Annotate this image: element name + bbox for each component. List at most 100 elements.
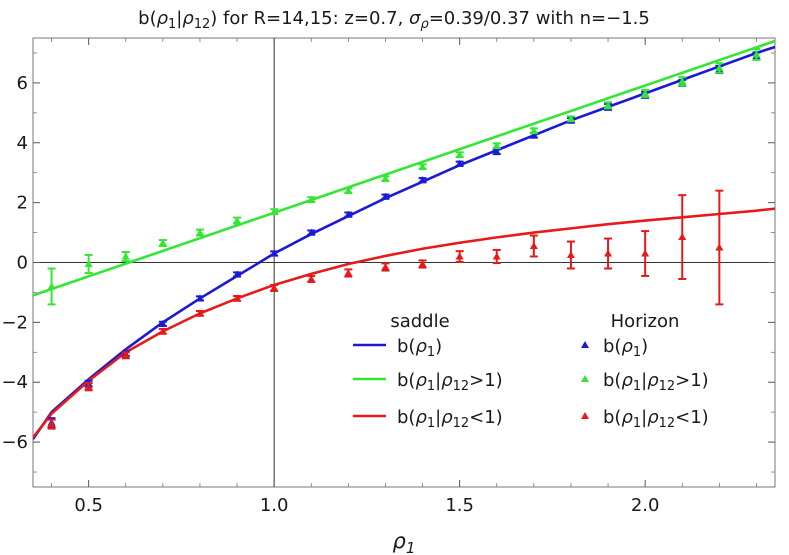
series-2-point [307,274,316,282]
chart-title-part: ρ [157,8,169,29]
chart-title-part: | [176,8,182,29]
chart-title-part: σ [409,8,421,29]
series-2-point [121,351,130,359]
legend-saddle-label-part: ρ [415,336,427,357]
chart-title-part: 12 [194,17,210,32]
legend-saddle-label-part: ρ [415,370,427,391]
y-tick-label: −6 [1,432,28,453]
x-axis-label: ρ1 [393,529,416,555]
chart-title-part: 1 [168,17,176,32]
y-tick-label: 0 [17,253,28,274]
series-1-point [752,50,761,58]
legend-horizon-label-part: 1 [633,416,641,431]
series-1-point [492,141,501,149]
legend-horizon-label: b(ρ1|ρ12<1) [603,407,709,431]
chart-title-part: =0.39/0.37 with n=−1.5 [429,8,650,29]
x-axis-label-part: 1 [406,539,416,555]
legend-horizon-label-part: >1) [675,370,709,391]
legend-saddle-label-part: 1 [427,345,435,360]
series-0-point [195,294,204,302]
legend-horizon-label-part: b( [603,407,621,428]
y-tick-label: −4 [1,372,28,393]
legend-horizon-label-part: 1 [633,345,641,360]
legend-saddle-label-part: | [435,370,441,391]
legend-horizon-marker [581,341,589,348]
legend-saddle-label-part: >1) [469,370,503,391]
legend-saddle-label-part: b( [397,407,415,428]
legend-horizon-label-part: ρ [647,407,659,428]
legend-horizon-label-part: ρ [621,336,633,357]
legend-saddle-label: b(ρ1|ρ12<1) [397,407,503,431]
series-0-curve [33,45,775,440]
series-1-point [84,259,93,267]
chart-title-part: ) for R=14,15: z=0.7, [210,8,409,29]
series-2-point [381,262,390,270]
y-tick-label: 2 [17,193,28,214]
series-1-point [604,101,613,109]
series-1-point [158,239,167,247]
y-tick-label: −2 [1,312,28,333]
legend-horizon-label-part: 12 [659,379,675,394]
series-1-point [307,195,316,203]
x-tick-label: 1.0 [260,495,289,516]
x-tick-label: 0.5 [74,495,103,516]
legend-horizon-label-part: ρ [621,407,633,428]
legend-saddle-label-part: ρ [441,370,453,391]
legend-saddle-label-part: ρ [415,407,427,428]
legend-saddle-label-part: | [435,407,441,428]
series-2-point [84,382,93,390]
series-2-point [678,233,687,241]
series-0-point [529,131,538,139]
legend-horizon-label-part: b( [603,336,621,357]
x-axis-label-part: ρ [393,529,407,553]
series-1-curve [33,39,775,297]
series-2-point [715,243,724,251]
legend-saddle-label-part: 1 [427,416,435,431]
series-1-point [47,282,56,290]
series-2-point [604,249,613,257]
series-1-point [455,150,464,158]
series-1-point [566,114,575,122]
series-1-point [121,252,130,260]
series-2-point [344,268,353,276]
series-0-point [455,159,464,167]
legend-horizon-label-part: 1 [633,379,641,394]
series-2-point [529,242,538,250]
y-tick-label: 4 [17,133,28,154]
chart-title-part: ρ [182,8,194,29]
series-1-point [529,126,538,134]
legend-horizon-label: b(ρ1|ρ12>1) [603,370,709,394]
legend-horizon-label-part: ρ [647,370,659,391]
series-0-point [418,176,427,184]
chart-title: b(ρ1|ρ12) for R=14,15: z=0.7, σρ=0.39/0.… [138,8,650,32]
series-2-point [492,252,501,260]
legend-horizon-label-part: 12 [659,416,675,431]
series-2-point [158,327,167,335]
series-0-point [381,192,390,200]
series-1-point [678,77,687,85]
legend-horizon-label-part: | [641,407,647,428]
legend-saddle-label-part: 12 [453,379,469,394]
series-0-point [158,319,167,327]
legend-horizon-label-part: | [641,370,647,391]
y-tick-label: 6 [17,73,28,94]
legend-horizon-label-part: ) [641,336,648,357]
series-1-point [381,174,390,182]
legend-saddle-label-part: b( [397,370,415,391]
series-1-point [195,228,204,236]
legend-horizon-label-part: <1) [675,407,709,428]
legend-horizon-marker [581,412,589,419]
legend-saddle-label: b(ρ1) [397,336,442,360]
series-2-point [455,252,464,260]
series-2-curve [33,207,775,439]
legend-saddle-label-part: <1) [469,407,503,428]
series-2-point [47,420,56,428]
series-2-point [270,283,279,291]
series-1-point [270,207,279,215]
legend-horizon-label-part: ρ [621,370,633,391]
legend-saddle-label-part: ρ [441,407,453,428]
series-2-point [233,294,242,302]
legend-saddle-label: b(ρ1|ρ12>1) [397,370,503,394]
series-0-point [233,270,242,278]
